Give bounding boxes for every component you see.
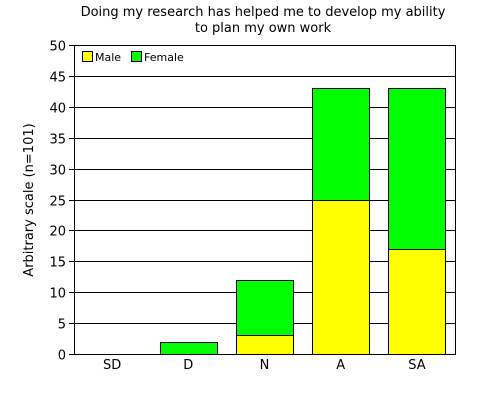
- y-tick-label: 20: [49, 225, 66, 240]
- y-tick-label: 0: [58, 349, 66, 364]
- x-tick-label: N: [260, 358, 270, 373]
- x-tick-label: D: [183, 358, 193, 373]
- legend-swatch-male: [82, 51, 93, 62]
- bar-male-n: [236, 335, 294, 355]
- x-tick-label: SA: [408, 358, 425, 373]
- y-tick-label: 10: [49, 287, 66, 302]
- bars: [160, 88, 446, 355]
- plot-frame: [74, 45, 456, 355]
- tick-labels: 0 5 10 15 20 25 30 35 40 45 50 SD D N A SA: [49, 40, 425, 374]
- y-tick-label: 35: [49, 133, 66, 148]
- y-tick-label: 30: [49, 164, 66, 179]
- y-tick-label: 15: [49, 256, 66, 271]
- legend-label-female: Female: [144, 51, 184, 64]
- bar-female-n: [236, 280, 294, 336]
- bar-female-d: [160, 342, 218, 355]
- y-tick-label: 40: [49, 102, 66, 117]
- y-tick-label: 45: [49, 71, 66, 86]
- chart-title-line-1: Doing my research has helped me to devel…: [81, 5, 446, 20]
- y-tick-label: 25: [49, 195, 66, 210]
- y-tick-label: 50: [49, 40, 66, 55]
- legend-swatch-female: [131, 51, 142, 62]
- chart-title-line-2: to plan my own work: [195, 21, 332, 36]
- x-tick-label: A: [336, 358, 345, 373]
- bar-male-sa: [388, 249, 446, 355]
- bar-male-a: [312, 200, 370, 355]
- y-axis-label: Arbitrary scale (n=101): [22, 123, 37, 276]
- bar-female-a: [312, 88, 370, 201]
- y-tick-label: 5: [58, 318, 66, 333]
- legend-label-male: Male: [95, 51, 121, 64]
- axes: [69, 45, 456, 355]
- bar-female-sa: [388, 88, 446, 250]
- legend: Male Female: [82, 51, 184, 64]
- x-tick-label: SD: [103, 358, 121, 373]
